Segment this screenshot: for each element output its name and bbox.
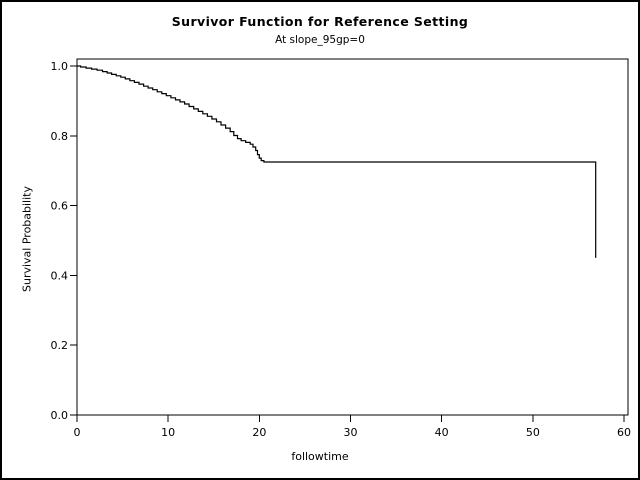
x-tick-label: 60	[617, 426, 631, 439]
y-tick-label: 0.6	[51, 200, 69, 213]
chart-title: Survivor Function for Reference Setting	[171, 14, 469, 29]
x-tick-label: 20	[252, 426, 266, 439]
y-tick-label: 1.0	[51, 60, 69, 73]
x-tick-label: 30	[344, 426, 358, 439]
x-tick-label: 50	[526, 426, 540, 439]
x-tick-label: 0	[74, 426, 81, 439]
y-tick-label: 0.2	[51, 339, 69, 352]
x-axis-label: followtime	[291, 450, 349, 463]
survival-curve	[77, 65, 597, 258]
plot-frame	[76, 58, 629, 416]
y-tick-label: 0.8	[51, 130, 69, 143]
y-tick-label: 0.4	[51, 269, 69, 282]
x-tick-label: 40	[435, 426, 449, 439]
y-tick-label: 0.0	[51, 409, 69, 422]
chart-subtitle: At slope_95gp=0	[275, 34, 365, 46]
x-tick-label: 10	[161, 426, 175, 439]
